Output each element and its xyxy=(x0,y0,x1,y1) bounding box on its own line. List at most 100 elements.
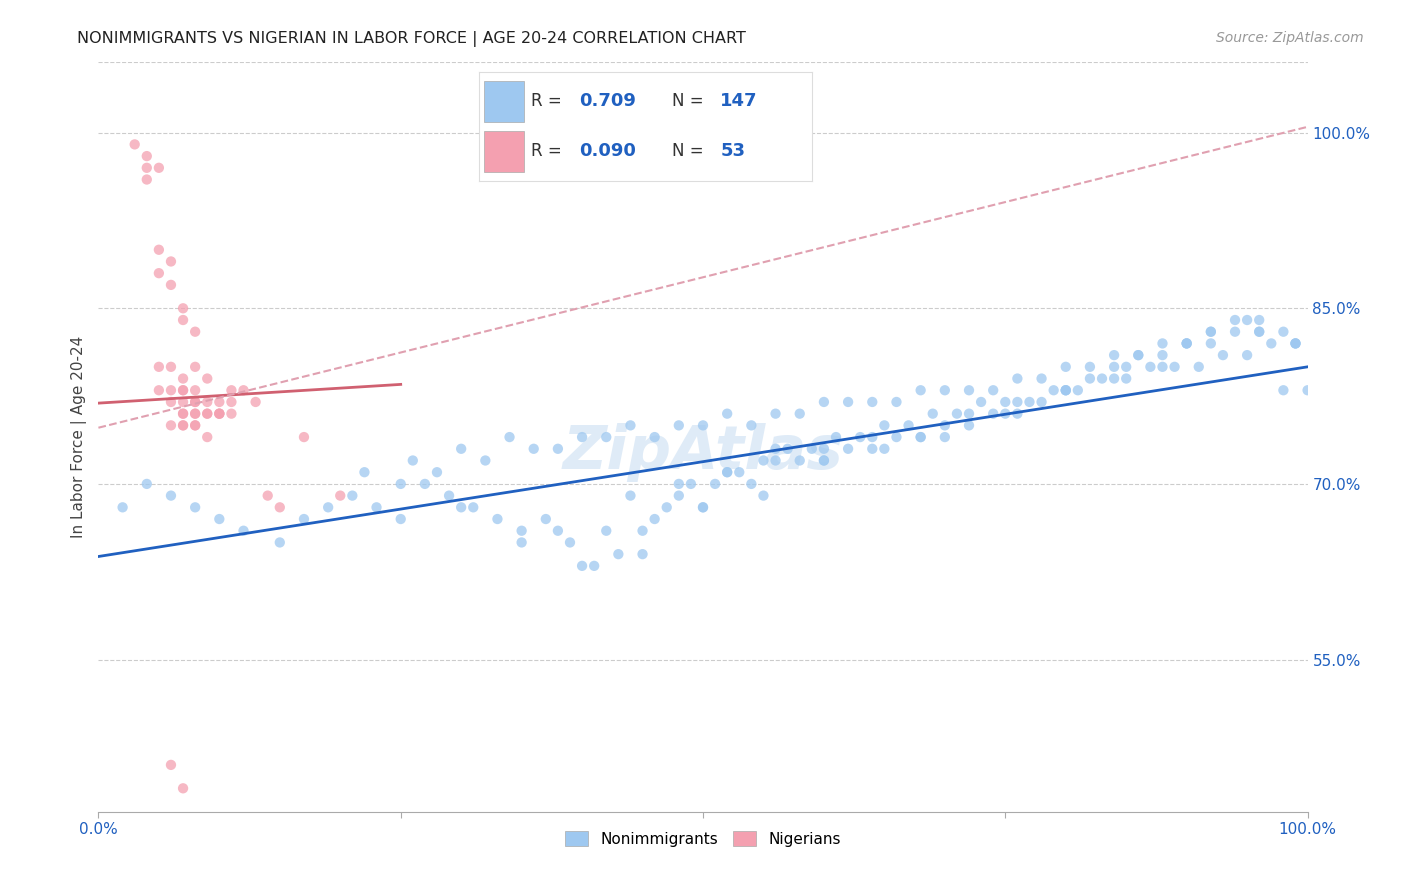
Point xyxy=(195,395,218,409)
Point xyxy=(547,442,569,456)
Point xyxy=(583,558,606,573)
Point xyxy=(607,547,630,561)
Point xyxy=(813,442,835,456)
Point xyxy=(789,453,811,467)
Point xyxy=(1236,313,1258,327)
Point xyxy=(692,418,714,433)
Point xyxy=(776,442,799,456)
Point xyxy=(957,418,980,433)
Point xyxy=(1260,336,1282,351)
Point xyxy=(160,277,183,292)
Legend: Nonimmigrants, Nigerians: Nonimmigrants, Nigerians xyxy=(560,824,846,853)
Point xyxy=(184,395,207,409)
Point xyxy=(910,384,932,398)
Point xyxy=(1175,336,1198,351)
Point xyxy=(789,407,811,421)
Point xyxy=(631,524,654,538)
Point xyxy=(837,442,859,456)
Point xyxy=(232,524,254,538)
Point xyxy=(886,395,908,409)
Point xyxy=(1223,325,1246,339)
Point xyxy=(195,407,218,421)
Point xyxy=(910,430,932,444)
Point xyxy=(873,418,896,433)
Point xyxy=(860,442,883,456)
Point xyxy=(897,418,920,433)
Point xyxy=(644,512,666,526)
Point xyxy=(184,395,207,409)
Point xyxy=(1031,395,1053,409)
Point xyxy=(292,512,315,526)
Point xyxy=(1188,359,1211,374)
Point xyxy=(1223,313,1246,327)
Text: Source: ZipAtlas.com: Source: ZipAtlas.com xyxy=(1216,31,1364,45)
Point xyxy=(1236,348,1258,362)
Point xyxy=(571,430,593,444)
Point xyxy=(221,395,243,409)
Point xyxy=(124,137,146,152)
Point xyxy=(934,418,956,433)
Point xyxy=(292,430,315,444)
Point xyxy=(813,453,835,467)
Point xyxy=(160,489,183,503)
Point xyxy=(1249,313,1271,327)
Point xyxy=(668,489,690,503)
Text: ZipAtlas: ZipAtlas xyxy=(562,423,844,482)
Point xyxy=(474,453,496,467)
Point xyxy=(1152,359,1174,374)
Point xyxy=(946,407,969,421)
Point xyxy=(679,476,702,491)
Point xyxy=(221,407,243,421)
Point xyxy=(1054,359,1077,374)
Point xyxy=(1199,336,1222,351)
Point xyxy=(547,524,569,538)
Point xyxy=(208,512,231,526)
Point xyxy=(160,757,183,772)
Point xyxy=(172,301,194,316)
Point xyxy=(644,430,666,444)
Point xyxy=(1152,348,1174,362)
Point xyxy=(886,430,908,444)
Point xyxy=(1102,359,1125,374)
Point xyxy=(353,465,375,479)
Point xyxy=(692,500,714,515)
Point xyxy=(402,453,425,467)
Point xyxy=(135,476,157,491)
Point xyxy=(437,489,460,503)
Point xyxy=(1152,336,1174,351)
Point xyxy=(195,371,218,385)
Point xyxy=(1128,348,1150,362)
Point xyxy=(172,371,194,385)
Point xyxy=(1115,371,1137,385)
Point xyxy=(232,384,254,398)
Point xyxy=(825,430,848,444)
Point xyxy=(111,500,134,515)
Point xyxy=(172,407,194,421)
Point xyxy=(994,395,1017,409)
Point xyxy=(172,384,194,398)
Point xyxy=(1139,359,1161,374)
Point xyxy=(957,384,980,398)
Point xyxy=(1054,384,1077,398)
Point xyxy=(1284,336,1306,351)
Point xyxy=(184,863,207,878)
Point xyxy=(486,512,509,526)
Point xyxy=(1128,348,1150,362)
Point xyxy=(184,325,207,339)
Point xyxy=(269,535,291,549)
Point xyxy=(172,407,194,421)
Point xyxy=(981,407,1004,421)
Point xyxy=(1175,336,1198,351)
Point xyxy=(1212,348,1234,362)
Point xyxy=(849,430,872,444)
Point xyxy=(160,254,183,268)
Point xyxy=(160,418,183,433)
Point xyxy=(1175,336,1198,351)
Point xyxy=(728,465,751,479)
Point xyxy=(389,512,412,526)
Point xyxy=(160,384,183,398)
Point xyxy=(740,418,762,433)
Point xyxy=(1067,384,1090,398)
Point xyxy=(765,407,787,421)
Text: NONIMMIGRANTS VS NIGERIAN IN LABOR FORCE | AGE 20-24 CORRELATION CHART: NONIMMIGRANTS VS NIGERIAN IN LABOR FORCE… xyxy=(77,31,747,47)
